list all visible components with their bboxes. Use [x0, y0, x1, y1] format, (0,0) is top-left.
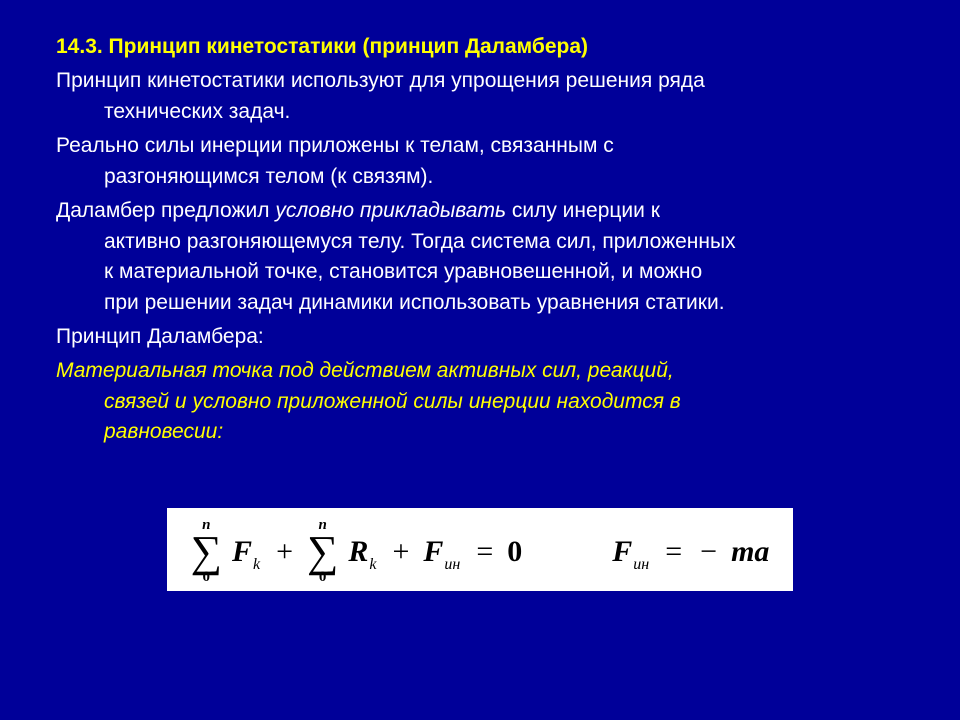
sub-in2: ин	[633, 553, 649, 576]
op-minus: −	[696, 530, 721, 574]
paragraph-4: Принцип Даламбера:	[56, 322, 904, 352]
term-Rk: Rk	[348, 530, 378, 574]
p3-pre: Даламбер предложил	[56, 199, 275, 222]
sub-k2: k	[369, 553, 376, 576]
sigma1-lower: 0	[203, 570, 211, 585]
p2-line2: разгоняющимся телом (к связям).	[56, 162, 904, 192]
p3-line3: к материальной точке, становится уравнов…	[56, 257, 904, 287]
term-ma: ma	[731, 530, 769, 574]
p3-emphasis: условно прикладывать	[275, 199, 506, 222]
paragraph-1: Принцип кинетостатики используют для упр…	[56, 66, 904, 127]
paragraph-2: Реально силы инерции приложены к телам, …	[56, 131, 904, 192]
op-eq1: =	[472, 530, 497, 574]
zero: 0	[507, 530, 522, 574]
term-Fk: Fk	[232, 530, 262, 574]
paragraph-3: Даламбер предложил условно прикладывать …	[56, 196, 904, 318]
formula-box: n ∑ 0 Fk + n ∑ 0 Rk + Fин = 0 Fин = − ma	[167, 508, 794, 591]
var-m: m	[731, 530, 754, 574]
term-Fin2: Fин	[612, 530, 651, 574]
p3-line2: активно разгоняющемуся телу. Тогда систе…	[56, 227, 904, 257]
p1-line2: технических задач.	[56, 97, 904, 127]
sigma-2: n ∑ 0	[307, 518, 338, 585]
sub-k1: k	[253, 553, 260, 576]
stmt-line2: связей и условно приложенной силы инерци…	[56, 387, 904, 417]
formula-container: n ∑ 0 Fk + n ∑ 0 Rk + Fин = 0 Fин = − ma	[56, 508, 904, 591]
op-plus1: +	[272, 530, 297, 574]
term-Fin1: Fин	[423, 530, 462, 574]
var-a: a	[754, 530, 769, 574]
var-F3: F	[612, 530, 632, 574]
p1-line1: Принцип кинетостатики используют для упр…	[56, 69, 705, 92]
sigma2-lower: 0	[319, 570, 327, 585]
var-R: R	[348, 530, 368, 574]
op-plus2: +	[388, 530, 413, 574]
var-F2: F	[423, 530, 443, 574]
p2-line1: Реально силы инерции приложены к телам, …	[56, 134, 614, 157]
stmt-line3: равновесии:	[56, 417, 904, 447]
sigma-1: n ∑ 0	[191, 518, 222, 585]
sub-in1: ин	[444, 553, 460, 576]
section-heading: 14.3. Принцип кинетостатики (принцип Дал…	[56, 32, 904, 62]
p3-line4: при решении задач динамики использовать …	[56, 288, 904, 318]
sigma2-symbol: ∑	[307, 533, 338, 570]
op-eq2: =	[661, 530, 686, 574]
var-F1: F	[232, 530, 252, 574]
sigma1-symbol: ∑	[191, 533, 222, 570]
p3-post: силу инерции к	[506, 199, 660, 222]
stmt-line1: Материальная точка под действием активны…	[56, 359, 674, 382]
principle-statement: Материальная точка под действием активны…	[56, 356, 904, 447]
